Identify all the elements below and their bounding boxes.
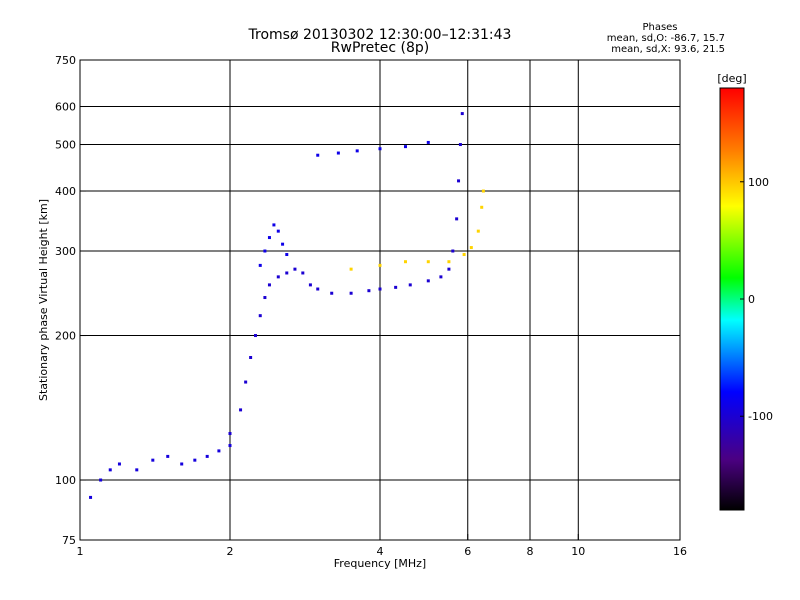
point-2-2 — [330, 291, 334, 295]
point-3-5 — [462, 253, 466, 257]
phase-x-line: mean, sd,X: 93.6, 21.5 — [611, 44, 725, 55]
point-3-2 — [403, 260, 407, 264]
point-1-10 — [293, 267, 297, 271]
point-0-8 — [193, 458, 197, 462]
y-tick-label-3: 300 — [55, 245, 76, 258]
point-1-4 — [253, 334, 257, 338]
grid-lines — [80, 60, 680, 540]
y-tick-label-2: 200 — [55, 330, 76, 343]
colorbar-label: [deg] — [717, 72, 746, 85]
point-0-0 — [89, 495, 93, 499]
point-1-3 — [249, 355, 253, 359]
chart-title-line1: Tromsø 20130302 12:30:00–12:31:43 — [248, 27, 512, 43]
point-1-9 — [285, 271, 289, 275]
point-5-4 — [276, 229, 280, 233]
colorbar-tick-label-1: 0 — [748, 293, 755, 306]
point-2-15 — [460, 112, 464, 116]
point-3-8 — [480, 205, 484, 209]
point-3-0 — [349, 267, 353, 271]
y-tick-label-1: 100 — [55, 474, 76, 487]
point-1-0 — [228, 432, 232, 436]
point-2-13 — [457, 179, 461, 183]
colorbar-tick-label-0: 100 — [748, 176, 769, 189]
point-5-6 — [285, 253, 289, 257]
phase-summary: Phases mean, sd,O: -86.7, 15.7 mean, sd,… — [595, 22, 725, 55]
point-4-2 — [355, 149, 359, 153]
point-0-10 — [217, 449, 221, 453]
phase-heading: Phases — [642, 22, 678, 33]
colorbar-ticks: 100 0 -100 — [740, 176, 773, 423]
scatter-points — [89, 112, 485, 499]
x-axis-label: Frequency [MHz] — [334, 557, 426, 570]
y-tick-label-4: 400 — [55, 185, 76, 198]
point-4-3 — [378, 147, 382, 151]
point-1-2 — [244, 380, 248, 384]
point-2-1 — [316, 287, 320, 291]
point-0-6 — [166, 454, 170, 458]
point-4-0 — [316, 153, 320, 157]
point-0-5 — [151, 458, 155, 462]
colorbar-tick-label-2: -100 — [748, 410, 773, 423]
point-3-9 — [481, 189, 485, 193]
x-tick-label-1: 2 — [227, 545, 234, 558]
x-tick-label-3: 6 — [464, 545, 471, 558]
point-2-7 — [408, 283, 412, 287]
point-1-1 — [239, 408, 243, 412]
x-tick-label-4: 8 — [527, 545, 534, 558]
x-tick-label-5: 10 — [571, 545, 585, 558]
point-2-14 — [458, 143, 462, 147]
x-axis-ticks: 1 2 4 6 8 10 16 — [77, 534, 687, 558]
point-3-3 — [426, 260, 430, 264]
point-2-6 — [394, 285, 398, 289]
point-1-8 — [276, 275, 280, 279]
point-3-1 — [378, 263, 382, 267]
y-tick-label-7: 750 — [55, 54, 76, 67]
y-tick-label-6: 600 — [55, 101, 76, 114]
point-3-7 — [476, 229, 480, 233]
point-2-8 — [426, 279, 430, 283]
point-5-5 — [281, 242, 285, 246]
point-3-4 — [447, 260, 451, 264]
y-tick-label-5: 500 — [55, 139, 76, 152]
point-2-9 — [439, 275, 443, 279]
point-0-1 — [99, 478, 103, 482]
point-2-12 — [455, 217, 459, 221]
point-2-4 — [367, 289, 371, 293]
x-tick-label-2: 4 — [377, 545, 384, 558]
point-1-6 — [263, 296, 267, 300]
point-3-6 — [469, 246, 473, 250]
point-4-5 — [426, 140, 430, 144]
point-0-11 — [228, 444, 232, 448]
point-2-5 — [378, 287, 382, 291]
point-1-7 — [267, 283, 271, 287]
point-0-3 — [117, 462, 121, 466]
point-4-4 — [403, 145, 407, 149]
point-4-1 — [336, 151, 340, 155]
point-5-3 — [272, 223, 276, 227]
y-axis-ticks: 75 100 200 300 400 500 600 750 — [55, 54, 86, 547]
point-2-11 — [451, 249, 455, 253]
point-0-7 — [180, 462, 184, 466]
x-tick-label-6: 16 — [673, 545, 687, 558]
phase-o-line: mean, sd,O: -86.7, 15.7 — [606, 33, 725, 44]
point-5-1 — [263, 249, 267, 253]
point-0-9 — [205, 454, 209, 458]
x-tick-label-0: 1 — [77, 545, 84, 558]
point-5-0 — [258, 263, 262, 267]
point-1-11 — [301, 271, 305, 275]
chart-title-line2: RwPretec (8p) — [330, 40, 430, 56]
point-2-3 — [349, 291, 353, 295]
point-0-4 — [135, 468, 139, 472]
point-2-10 — [447, 267, 451, 271]
y-axis-label: Stationary phase Virtual Height [km] — [37, 199, 50, 401]
point-5-2 — [267, 236, 271, 240]
point-1-5 — [258, 314, 262, 318]
point-0-2 — [108, 468, 112, 472]
y-tick-label-0: 75 — [62, 534, 76, 547]
point-2-0 — [308, 283, 312, 287]
